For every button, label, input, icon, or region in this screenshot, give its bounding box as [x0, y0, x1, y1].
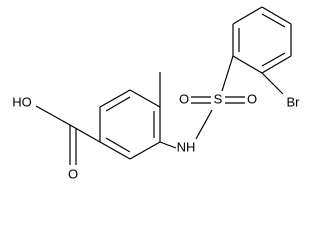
atom-label: HO [12, 94, 32, 109]
atom-label: Br [287, 94, 301, 109]
atom-label: O [179, 91, 189, 106]
molecule-diagram: HO O NH S O O Br [12, 6, 301, 181]
atom-label: O [247, 91, 257, 106]
atom-label: O [68, 166, 78, 181]
bonds [35, 6, 292, 165]
atom-label: NH [177, 139, 196, 154]
atom-label: S [214, 91, 223, 106]
